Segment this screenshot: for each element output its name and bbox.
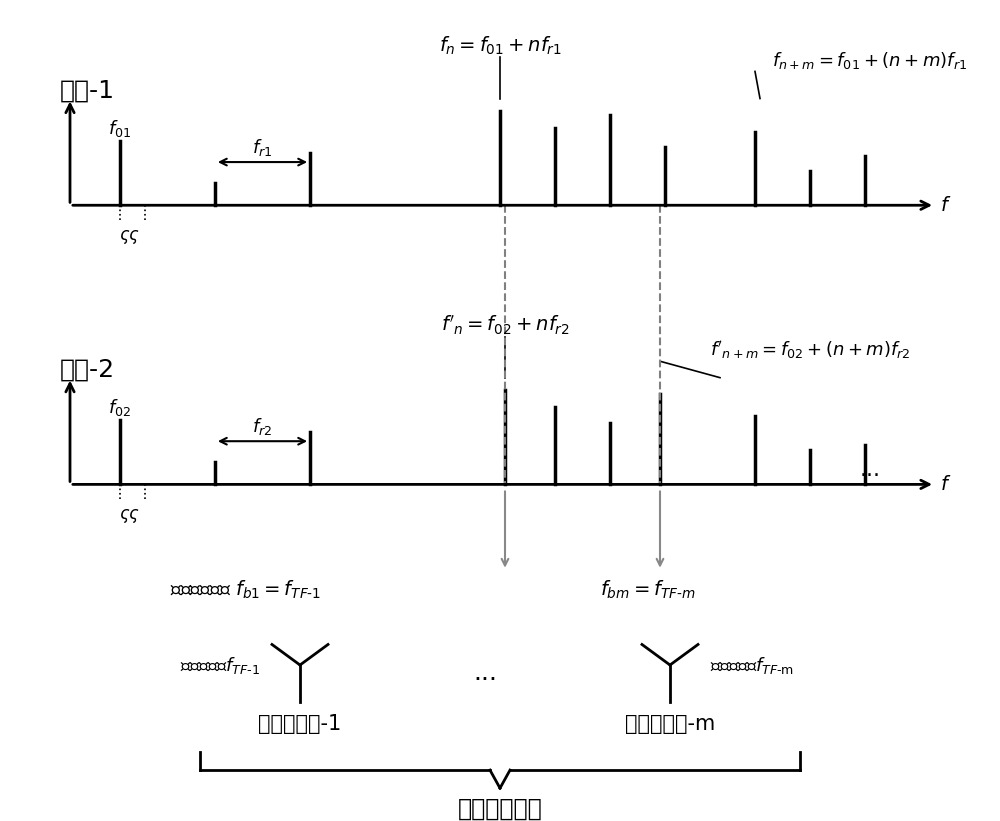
Text: 共振频率，$f_{TF\text{-m}}$: 共振频率，$f_{TF\text{-m}}$ bbox=[710, 654, 794, 676]
Text: $f_{bm} = f_{TF\text{-}m}$: $f_{bm} = f_{TF\text{-}m}$ bbox=[600, 579, 696, 601]
Text: ...: ... bbox=[860, 461, 881, 480]
Text: 光梳-1: 光梳-1 bbox=[60, 79, 115, 103]
Text: $\varsigma\varsigma$: $\varsigma\varsigma$ bbox=[119, 228, 141, 246]
Text: $f_{01}$: $f_{01}$ bbox=[108, 117, 132, 139]
Text: 光梳-2: 光梳-2 bbox=[60, 358, 115, 382]
Text: 音叉传感器-m: 音叉传感器-m bbox=[625, 714, 715, 734]
Text: ...: ... bbox=[473, 661, 497, 686]
Text: $f_{r2}$: $f_{r2}$ bbox=[252, 416, 273, 437]
Text: $f$: $f$ bbox=[940, 475, 951, 494]
Text: 梳齿拍频频率 $f_{b1} = f_{TF\text{-}1}$: 梳齿拍频频率 $f_{b1} = f_{TF\text{-}1}$ bbox=[170, 579, 321, 601]
Text: $f$: $f$ bbox=[940, 195, 951, 215]
Text: $f_n = f_{01} + nf_{r1}$: $f_n = f_{01} + nf_{r1}$ bbox=[439, 35, 561, 57]
Text: 共振频率，$f_{TF\text{-}1}$: 共振频率，$f_{TF\text{-}1}$ bbox=[180, 654, 260, 676]
Text: 音叉传感器-1: 音叉传感器-1 bbox=[258, 714, 342, 734]
Text: $f_{r1}$: $f_{r1}$ bbox=[252, 137, 273, 158]
Text: $f'_n = f_{02} + nf_{r2}$: $f'_n = f_{02} + nf_{r2}$ bbox=[441, 314, 569, 337]
Text: $\varsigma\varsigma$: $\varsigma\varsigma$ bbox=[119, 507, 141, 525]
Text: $f'_{n+m} = f_{02} + (n+m)f_{r2}$: $f'_{n+m} = f_{02} + (n+m)f_{r2}$ bbox=[710, 339, 910, 361]
Text: 音叉传感器组: 音叉传感器组 bbox=[458, 796, 542, 820]
Text: $f_{n+m} = f_{01} + (n+m)f_{r1}$: $f_{n+m} = f_{01} + (n+m)f_{r1}$ bbox=[772, 50, 968, 71]
Text: $f_{02}$: $f_{02}$ bbox=[108, 397, 132, 418]
